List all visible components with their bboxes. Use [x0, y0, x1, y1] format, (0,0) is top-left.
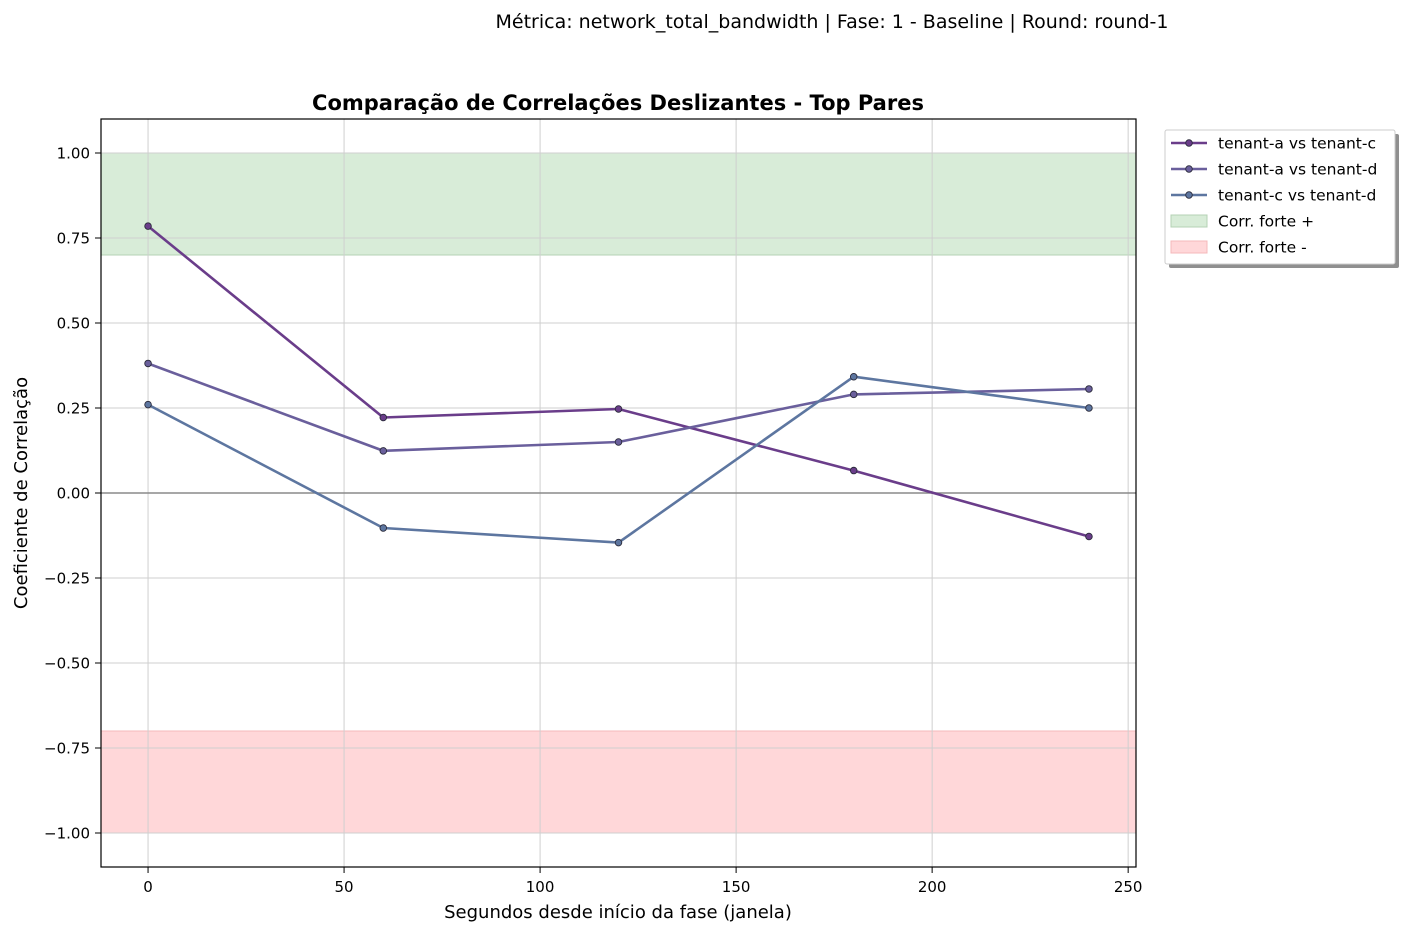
legend-marker-0	[1185, 139, 1193, 147]
data-point-s0-2	[614, 405, 623, 413]
y-tick-label: 1.00	[57, 145, 90, 163]
x-axis-label: Segundos desde início da fase (janela)	[444, 902, 792, 923]
data-point-s0-4	[1085, 532, 1093, 541]
data-point-s0-1	[379, 413, 388, 422]
y-tick-label: 0.75	[57, 230, 90, 248]
legend-label-band-1: Corr. forte -	[1218, 239, 1307, 257]
data-point-s0-0	[144, 222, 152, 230]
y-tick-label: −0.75	[44, 740, 90, 758]
legend-marker-1	[1185, 165, 1193, 173]
data-point-s1-3	[849, 390, 858, 399]
legend-label-2: tenant-c vs tenant-d	[1218, 187, 1376, 205]
correlation-band-0	[100, 152, 1137, 256]
data-point-s0-3	[849, 466, 858, 475]
y-tick-label: −1.00	[44, 825, 90, 843]
y-axis-label: Coeficiente de Correlação	[11, 377, 32, 609]
legend-swatch-band-1	[1170, 240, 1208, 254]
x-tick-label: 250	[1114, 878, 1143, 896]
grid-layer	[101, 119, 1136, 867]
legend-marker-2	[1185, 191, 1193, 199]
y-tick-label: −0.50	[44, 655, 90, 673]
x-tick-label: 50	[335, 878, 354, 896]
data-point-s2-3	[849, 372, 858, 381]
x-tick-label: 150	[722, 878, 751, 896]
x-tick-label: 100	[526, 878, 555, 896]
data-point-s1-2	[614, 438, 623, 446]
y-tick-label: −0.25	[44, 570, 90, 588]
legend-swatch-band-0	[1170, 214, 1208, 228]
legend-box	[1164, 129, 1396, 265]
data-point-s2-2	[614, 538, 623, 547]
x-tick-label: 200	[918, 878, 947, 896]
data-point-s2-0	[144, 400, 152, 409]
chart-title: Comparação de Correlações Deslizantes - …	[312, 91, 924, 115]
x-tick-label: 0	[143, 878, 153, 896]
series-layer	[144, 222, 1093, 547]
data-point-s1-1	[379, 447, 388, 455]
data-point-s2-4	[1085, 404, 1093, 412]
ticks-layer: 0 50 100 150 200 250 1.00 0.75 0.50 0.25 0.00 −0.25…	[44, 145, 1142, 897]
data-point-s2-1	[379, 524, 388, 532]
data-point-s1-0	[144, 359, 152, 368]
figure-suptitle: Métrica: network_total_bandwidth | Fase:…	[496, 11, 1169, 33]
legend[interactable]: tenant-a vs tenant-c tenant-a vs tenant-d…	[1164, 129, 1399, 268]
data-point-s1-4	[1085, 385, 1093, 393]
legend-label-0: tenant-a vs tenant-c	[1218, 135, 1376, 153]
y-tick-label: 0.00	[57, 485, 90, 503]
y-tick-label: 0.50	[57, 315, 90, 333]
legend-label-band-0: Corr. forte +	[1218, 213, 1314, 231]
legend-label-1: tenant-a vs tenant-d	[1218, 161, 1377, 179]
correlation-band-1	[100, 730, 1137, 834]
y-tick-label: 0.25	[57, 400, 90, 418]
